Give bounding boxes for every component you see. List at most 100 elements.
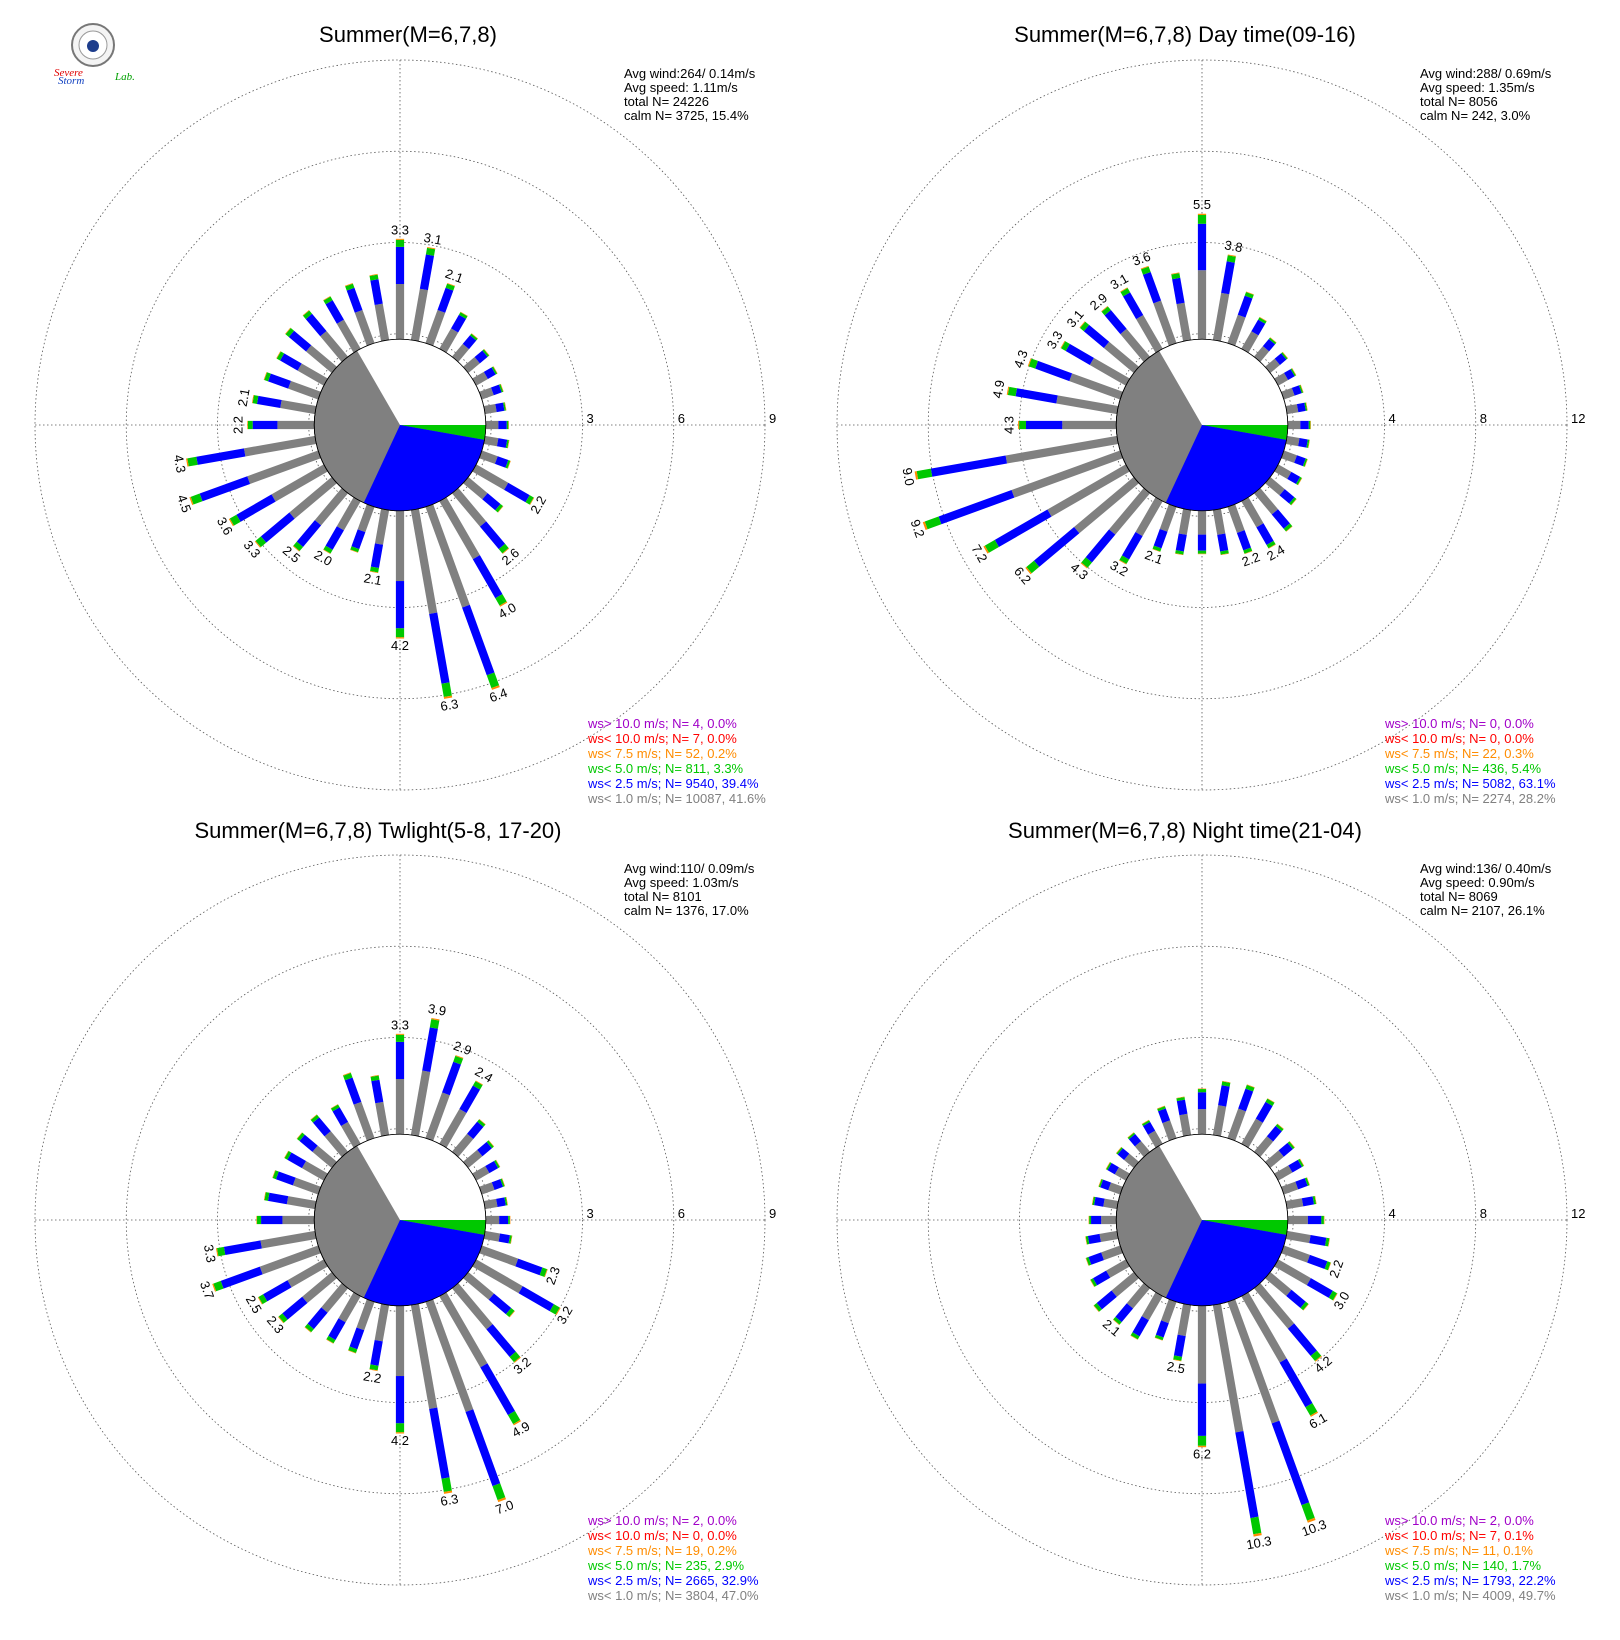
rose-bar-190-seg-1 (1175, 533, 1187, 552)
rose-bar-150-seg-3 (1310, 1411, 1319, 1417)
rose-bar-320-seg-2 (1127, 1132, 1136, 1140)
rose-bar-40-seg-2 (469, 333, 478, 341)
ring-tick-label: 9 (769, 411, 776, 426)
rose-bar-30-seg-2 (472, 1081, 483, 1090)
rose-bar-140-seg-1 (486, 1324, 516, 1357)
rose-bar-190-seg-2 (1175, 550, 1184, 555)
rose-bar-240-seg-2 (984, 539, 999, 553)
ring-tick-label: 8 (1480, 1206, 1487, 1221)
rose-bar-320-seg-0 (1134, 1141, 1151, 1157)
rose-bar-0-seg-0 (395, 1079, 405, 1135)
rose-bar-140-seg-0 (1253, 488, 1279, 515)
rose-bar-270-seg-3 (256, 1215, 258, 1225)
rose-bar-100-seg-2 (508, 1235, 512, 1244)
rose-bar-200-seg-0 (356, 1299, 375, 1331)
rose-bar-80-seg-3 (1305, 402, 1308, 411)
rose-bar-330-seg-2 (1141, 1120, 1151, 1126)
rose-bar-40-seg-3 (471, 333, 478, 339)
rose-bar-240-seg-2 (229, 514, 241, 526)
rose-bar-310-seg-1 (288, 330, 312, 352)
rose-bar-200-seg-3 (1154, 1337, 1163, 1341)
bar-label-160: 7.0 (493, 1497, 515, 1517)
rose-bar-20-seg-3 (1246, 1084, 1255, 1088)
rose-bar-140-seg-3 (513, 1356, 521, 1363)
rose-bar-100-seg-1 (498, 1233, 510, 1244)
rose-bar-110-seg-0 (479, 450, 498, 464)
range-ring (927, 150, 1477, 700)
rose-bar-20-seg-2 (445, 283, 455, 291)
rose-bar-210-seg-1 (1132, 1316, 1149, 1337)
rose-bar-90-seg-3 (1310, 420, 1311, 430)
rose-bar-330-seg-0 (341, 1121, 361, 1148)
chart-title: Summer(M=6,7,8) (319, 22, 497, 47)
calm-wedge-blue (363, 1220, 485, 1306)
rose-bar-130-seg-0 (1265, 476, 1285, 496)
panel-summer-daytime: Summer(M=6,7,8) Day time(09-16) 4 8 12 5.5 3.… (836, 22, 1585, 806)
rose-bar-350-seg-1 (1172, 277, 1185, 305)
rose-bar-130-seg-2 (495, 503, 503, 513)
rose-bar-40-seg-2 (477, 1119, 486, 1127)
stat-line: total N= 8101 (624, 889, 702, 904)
rose-bar-300-seg-1 (280, 353, 302, 371)
rose-bar-0-seg-3 (1197, 1088, 1207, 1090)
rose-bar-10-seg-3 (1222, 1080, 1231, 1083)
rose-bar-220-seg-1 (296, 520, 322, 547)
legend-entry: ws< 1.0 m/s; N= 2274, 28.2% (1384, 791, 1556, 806)
legend-entry: ws> 10.0 m/s; N= 4, 0.0% (587, 716, 737, 731)
bar-label-190: 2.1 (363, 570, 383, 588)
rose-bar-40-seg-0 (1253, 1136, 1274, 1157)
rose-bar-30-seg-2 (1265, 1098, 1275, 1106)
rose-bar-160-seg-0 (425, 1299, 474, 1413)
rose-bar-80-seg-3 (505, 1197, 508, 1206)
rose-bar-310-seg-2 (1080, 321, 1090, 332)
rose-bar-170-seg-2 (1250, 1516, 1262, 1535)
rose-bar-20-seg-0 (1227, 314, 1246, 346)
rose-bar-180-seg-2 (395, 1423, 405, 1433)
rose-bar-190-seg-1 (370, 543, 384, 569)
rose-bar-150-seg-0 (1241, 1292, 1287, 1363)
rose-bar-220-seg-3 (1112, 1319, 1120, 1326)
rose-bar-180-seg-0 (395, 1305, 405, 1377)
rose-bar-300-seg-3 (1060, 340, 1066, 349)
rose-bar-300-seg-3 (1105, 1162, 1111, 1170)
rose-bar-290-seg-1 (1100, 1179, 1112, 1191)
rose-bar-30-seg-3 (1259, 316, 1267, 322)
rose-bar-310-seg-0 (1103, 341, 1139, 374)
rose-bar-110-seg-1 (1307, 1254, 1328, 1269)
rose-bar-160-seg-2 (492, 1483, 506, 1501)
rose-bar-50-seg-3 (1289, 1141, 1295, 1148)
rose-bar-190-seg-3 (1175, 553, 1184, 556)
rose-bar-60-seg-2 (494, 1159, 500, 1169)
rose-bar-330-seg-2 (1120, 288, 1131, 297)
rose-bar-310-seg-2 (297, 1132, 305, 1142)
rose-bar-250-seg-3 (1085, 1257, 1089, 1266)
rose-bar-340-seg-0 (354, 309, 375, 346)
rose-bar-250-seg-0 (1101, 1245, 1123, 1261)
rose-bar-70-seg-3 (500, 383, 504, 392)
rose-bar-350-seg-2 (1171, 273, 1181, 280)
rose-bar-20-seg-3 (1246, 291, 1254, 295)
rose-bar-230-seg-2 (1026, 560, 1040, 574)
legend-entry: ws< 5.0 m/s; N= 235, 2.9% (587, 1558, 745, 1573)
rose-bar-190-seg-0 (1177, 1303, 1192, 1337)
rose-bar-80-seg-2 (504, 1197, 508, 1206)
rose-bar-100-seg-0 (483, 435, 499, 447)
severe-storm-lab-logo: Severe Storm Lab. (54, 23, 135, 87)
rose-bar-180-seg-1 (1197, 1383, 1207, 1436)
rose-bar-30-seg-0 (439, 1108, 467, 1148)
bar-label-260: 9.0 (900, 467, 918, 487)
bar-label-0: 5.5 (1193, 197, 1211, 212)
rose-bar-40-seg-1 (467, 1121, 484, 1139)
rose-bar-250-seg-3 (189, 496, 194, 506)
legend-entry: ws< 10.0 m/s; N= 7, 0.1% (1384, 1528, 1534, 1543)
rose-bar-10-seg-3 (427, 246, 436, 250)
bar-label-340: 3.6 (1130, 249, 1152, 269)
logo-storm-text: Storm (58, 75, 84, 87)
rose-bar-30-seg-2 (1258, 317, 1267, 324)
rose-bar-290-seg-3 (272, 1170, 276, 1179)
rose-bar-200-seg-0 (1159, 504, 1177, 532)
rose-bar-170-seg-0 (1212, 1303, 1244, 1433)
rose-bar-110-seg-3 (1304, 458, 1308, 467)
rose-bar-290-seg-0 (292, 1177, 321, 1195)
rose-bar-40-seg-3 (1269, 337, 1277, 343)
